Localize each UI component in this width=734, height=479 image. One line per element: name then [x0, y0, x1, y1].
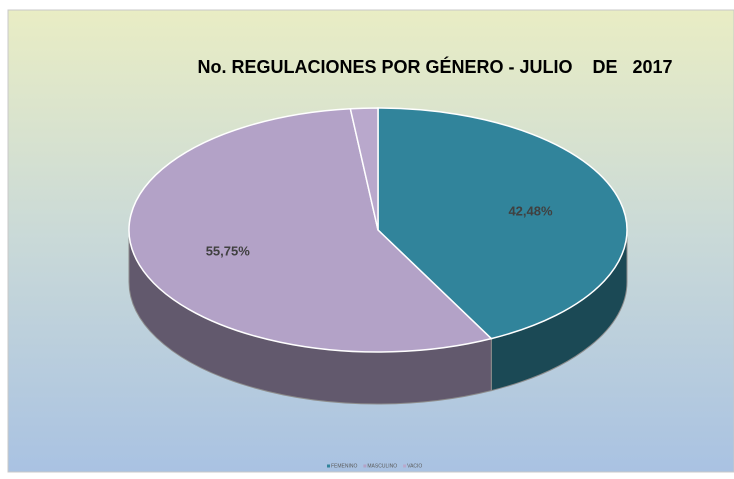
legend: FEMENINO MASCULINO VACIO: [327, 463, 422, 469]
legend-label: MASCULINO: [367, 463, 397, 469]
slice: [377, 107, 628, 340]
legend-label: VACIO: [407, 463, 422, 469]
legend-marker: [363, 464, 367, 468]
chart-title: No. REGULACIONES POR GÉNERO - JULIO DE 2…: [197, 56, 672, 77]
pie: 42,48% 55,75%: [128, 107, 628, 405]
slice: [349, 107, 379, 231]
data-label: 55,75%: [206, 244, 251, 259]
data-label: 42,48%: [508, 203, 553, 218]
legend-label: FEMENINO: [331, 463, 358, 469]
slice: [128, 107, 493, 353]
legend-marker: [327, 464, 330, 468]
legend-marker: [403, 464, 407, 468]
